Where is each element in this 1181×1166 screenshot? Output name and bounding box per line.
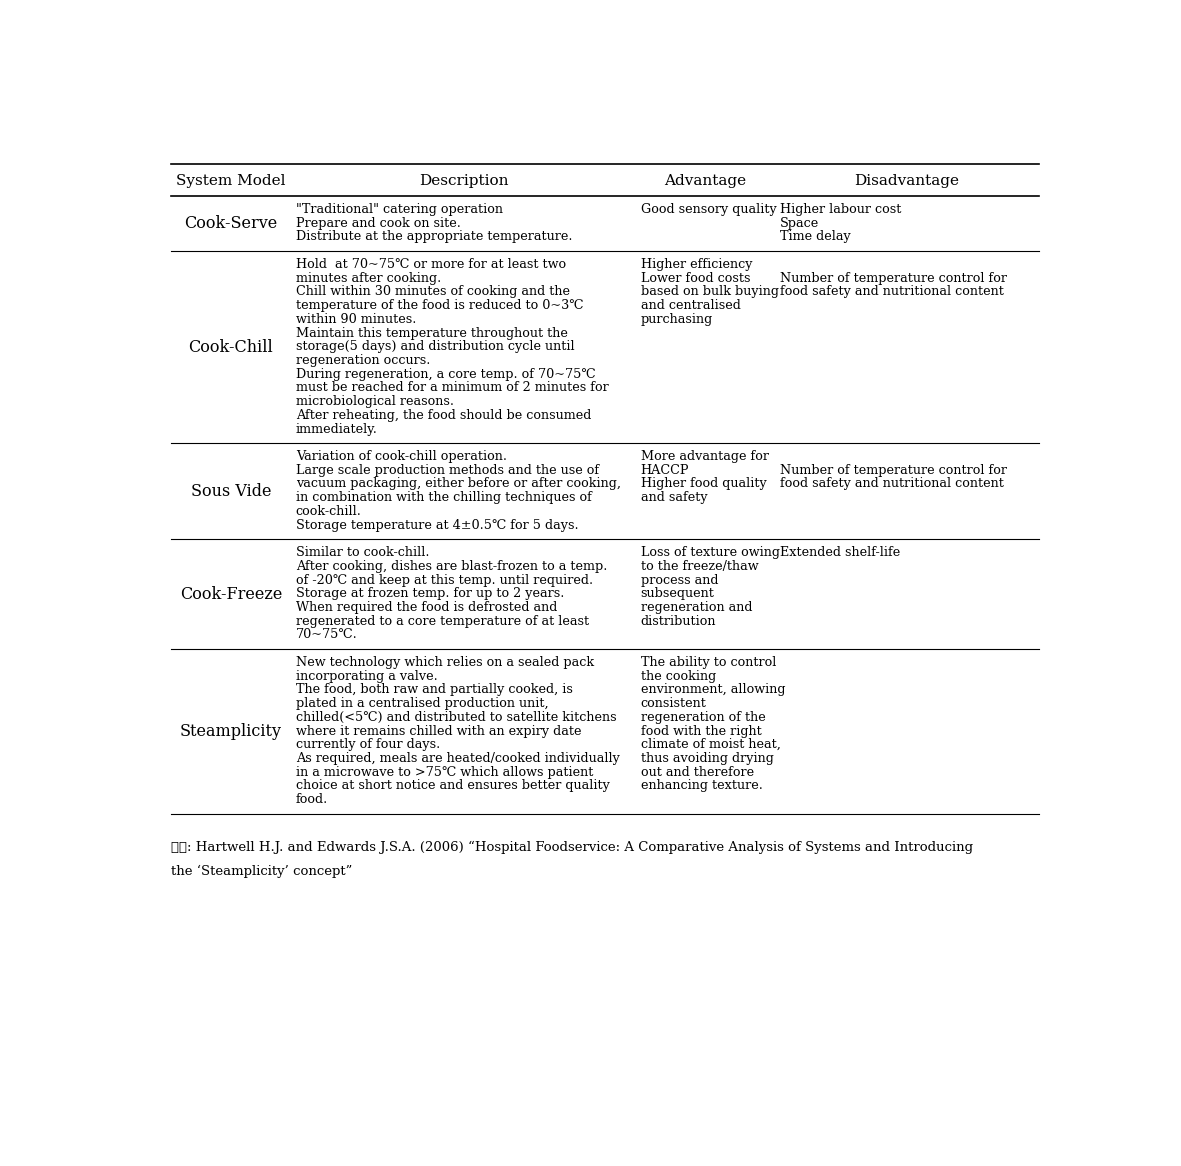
Text: subsequent: subsequent (640, 588, 715, 600)
Text: thus avoiding drying: thus avoiding drying (640, 752, 774, 765)
Text: Loss of texture owing: Loss of texture owing (640, 546, 779, 560)
Text: Cook-Freeze: Cook-Freeze (180, 585, 282, 603)
Text: choice at short notice and ensures better quality: choice at short notice and ensures bette… (295, 779, 609, 793)
Text: out and therefore: out and therefore (640, 766, 753, 779)
Text: storage(5 days) and distribution cycle until: storage(5 days) and distribution cycle u… (295, 340, 574, 353)
Text: Prepare and cook on site.: Prepare and cook on site. (295, 217, 461, 230)
Text: Description: Description (419, 174, 508, 188)
Text: enhancing texture.: enhancing texture. (640, 779, 763, 793)
Text: within 90 minutes.: within 90 minutes. (295, 312, 416, 325)
Text: Cook-Serve: Cook-Serve (184, 215, 278, 232)
Text: where it remains chilled with an expiry date: where it remains chilled with an expiry … (295, 724, 581, 738)
Text: After cooking, dishes are blast-frozen to a temp.: After cooking, dishes are blast-frozen t… (295, 560, 607, 573)
Text: Cook-Chill: Cook-Chill (189, 338, 273, 356)
Text: Extended shelf-life: Extended shelf-life (779, 546, 900, 560)
Text: Variation of cook-chill operation.: Variation of cook-chill operation. (295, 450, 507, 463)
Text: HACCP: HACCP (640, 464, 689, 477)
Text: temperature of the food is reduced to 0~3℃: temperature of the food is reduced to 0~… (295, 300, 583, 312)
Text: 출잘: Hartwell H.J. and Edwards J.S.A. (2006) “Hospital Foodservice: A Comparative: 출잘: Hartwell H.J. and Edwards J.S.A. (20… (171, 841, 973, 854)
Text: must be reached for a minimum of 2 minutes for: must be reached for a minimum of 2 minut… (295, 381, 608, 394)
Text: climate of moist heat,: climate of moist heat, (640, 738, 781, 751)
Text: Chill within 30 minutes of cooking and the: Chill within 30 minutes of cooking and t… (295, 286, 569, 298)
Text: The food, both raw and partially cooked, is: The food, both raw and partially cooked,… (295, 683, 573, 696)
Text: distribution: distribution (640, 614, 716, 627)
Text: environment, allowing: environment, allowing (640, 683, 785, 696)
Text: Large scale production methods and the use of: Large scale production methods and the u… (295, 464, 599, 477)
Text: purchasing: purchasing (640, 312, 713, 325)
Text: Storage temperature at 4±0.5℃ for 5 days.: Storage temperature at 4±0.5℃ for 5 days… (295, 519, 579, 532)
Text: based on bulk buying: based on bulk buying (640, 286, 778, 298)
Text: consistent: consistent (640, 697, 706, 710)
Text: chilled(<5℃) and distributed to satellite kitchens: chilled(<5℃) and distributed to satellit… (295, 711, 616, 724)
Text: As required, meals are heated/cooked individually: As required, meals are heated/cooked ind… (295, 752, 620, 765)
Text: process and: process and (640, 574, 718, 586)
Text: Lower food costs: Lower food costs (640, 272, 750, 285)
Text: Time delay: Time delay (779, 231, 850, 244)
Text: Advantage: Advantage (665, 174, 746, 188)
Text: System Model: System Model (176, 174, 286, 188)
Text: of -20℃ and keep at this temp. until required.: of -20℃ and keep at this temp. until req… (295, 574, 593, 586)
Text: After reheating, the food should be consumed: After reheating, the food should be cons… (295, 409, 590, 422)
Text: the ‘Steamplicity’ concept”: the ‘Steamplicity’ concept” (171, 865, 352, 878)
Text: When required the food is defrosted and: When required the food is defrosted and (295, 600, 557, 614)
Text: "Traditional" catering operation: "Traditional" catering operation (295, 203, 503, 216)
Text: Disadvantage: Disadvantage (855, 174, 960, 188)
Text: Number of temperature control for: Number of temperature control for (779, 272, 1007, 285)
Text: Hold  at 70~75℃ or more for at least two: Hold at 70~75℃ or more for at least two (295, 258, 566, 271)
Text: Similar to cook-chill.: Similar to cook-chill. (295, 546, 429, 560)
Text: regeneration of the: regeneration of the (640, 711, 765, 724)
Text: Higher labour cost: Higher labour cost (779, 203, 901, 216)
Text: in combination with the chilling techniques of: in combination with the chilling techniq… (295, 491, 592, 504)
Text: currently of four days.: currently of four days. (295, 738, 439, 751)
Text: New technology which relies on a sealed pack: New technology which relies on a sealed … (295, 656, 594, 669)
Text: Higher food quality: Higher food quality (640, 478, 766, 491)
Text: Higher efficiency: Higher efficiency (640, 258, 752, 271)
Text: Number of temperature control for: Number of temperature control for (779, 464, 1007, 477)
Text: Storage at frozen temp. for up to 2 years.: Storage at frozen temp. for up to 2 year… (295, 588, 565, 600)
Text: and centralised: and centralised (640, 300, 740, 312)
Text: vacuum packaging, either before or after cooking,: vacuum packaging, either before or after… (295, 478, 621, 491)
Text: plated in a centralised production unit,: plated in a centralised production unit, (295, 697, 548, 710)
Text: food safety and nutritional content: food safety and nutritional content (779, 286, 1004, 298)
Text: and safety: and safety (640, 491, 707, 504)
Text: the cooking: the cooking (640, 669, 716, 682)
Text: The ability to control: The ability to control (640, 656, 776, 669)
Text: immediately.: immediately. (295, 422, 378, 436)
Text: Distribute at the appropriate temperature.: Distribute at the appropriate temperatur… (295, 231, 572, 244)
Text: Sous Vide: Sous Vide (190, 483, 272, 500)
Text: Maintain this temperature throughout the: Maintain this temperature throughout the (295, 326, 568, 339)
Text: food safety and nutritional content: food safety and nutritional content (779, 478, 1004, 491)
Text: to the freeze/thaw: to the freeze/thaw (640, 560, 758, 573)
Text: food.: food. (295, 793, 328, 806)
Text: incorporating a valve.: incorporating a valve. (295, 669, 437, 682)
Text: regenerated to a core temperature of at least: regenerated to a core temperature of at … (295, 614, 589, 627)
Text: regeneration and: regeneration and (640, 600, 752, 614)
Text: Space: Space (779, 217, 820, 230)
Text: minutes after cooking.: minutes after cooking. (295, 272, 441, 285)
Text: During regeneration, a core temp. of 70~75℃: During regeneration, a core temp. of 70~… (295, 367, 595, 380)
Text: microbiological reasons.: microbiological reasons. (295, 395, 454, 408)
Text: Good sensory quality: Good sensory quality (640, 203, 776, 216)
Text: cook-chill.: cook-chill. (295, 505, 361, 518)
Text: food with the right: food with the right (640, 724, 762, 738)
Text: Steamplicity: Steamplicity (180, 723, 282, 740)
Text: regeneration occurs.: regeneration occurs. (295, 354, 430, 367)
Text: in a microwave to >75℃ which allows patient: in a microwave to >75℃ which allows pati… (295, 766, 593, 779)
Text: 70~75℃.: 70~75℃. (295, 628, 358, 641)
Text: More advantage for: More advantage for (640, 450, 769, 463)
